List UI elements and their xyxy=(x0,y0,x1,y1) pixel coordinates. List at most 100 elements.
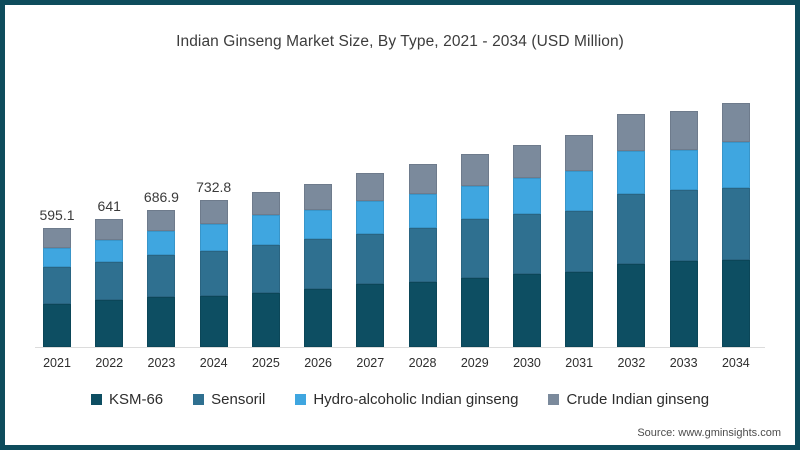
bar-segment xyxy=(617,151,646,195)
bar-segment xyxy=(721,103,750,143)
bar-segment xyxy=(356,233,385,285)
legend-label: Hydro-alcoholic Indian ginseng xyxy=(313,391,519,408)
bar-group-2028 xyxy=(408,163,437,347)
bar-segment xyxy=(199,200,228,224)
bar-value-label: 732.8 xyxy=(196,179,232,196)
x-tick-label: 2023 xyxy=(147,356,176,370)
bar-segment xyxy=(95,300,124,347)
bar-segment xyxy=(512,178,541,215)
bar-group-2033 xyxy=(669,110,698,347)
source-note: Source: www.gminsights.com xyxy=(637,427,781,439)
x-tick-label: 2022 xyxy=(95,356,124,370)
bar-segment xyxy=(617,194,646,264)
x-tick-label: 2034 xyxy=(721,356,750,370)
bar-segment xyxy=(43,228,71,249)
bar-group-2023: 686.9 xyxy=(144,189,179,347)
bar-segment xyxy=(147,296,176,347)
bar-segment xyxy=(617,113,646,152)
bar-segment xyxy=(408,163,437,195)
bar-segment xyxy=(304,209,333,240)
x-tick-label: 2031 xyxy=(565,356,594,370)
bar-segment xyxy=(669,261,698,347)
legend-swatch-icon xyxy=(548,394,560,405)
bar-segment xyxy=(356,172,385,202)
legend-swatch-icon xyxy=(193,394,205,405)
legend-swatch-icon xyxy=(295,394,307,405)
bar-segment xyxy=(460,154,489,186)
bar-segment xyxy=(199,295,228,347)
bar-segment xyxy=(199,250,228,296)
bar-segment xyxy=(304,239,333,290)
legend-swatch-icon xyxy=(90,394,102,405)
legend-label: Sensoril xyxy=(211,391,266,408)
bar-group-2025 xyxy=(251,192,280,347)
legend-label: KSM-66 xyxy=(108,391,164,408)
legend-item: Crude Indian ginseng xyxy=(548,391,709,408)
legend-item: Hydro-alcoholic Indian ginseng xyxy=(295,391,518,408)
x-axis-labels: 2021 2022 2023 2024 2025 2026 2027 2028 2029 2030… xyxy=(43,356,750,370)
bar-segment xyxy=(408,194,437,228)
bar-segment xyxy=(512,214,541,275)
bar-segment xyxy=(147,230,176,256)
x-tick-label: 2033 xyxy=(669,356,698,370)
bar-segment xyxy=(95,262,124,301)
bar-segment xyxy=(95,239,124,263)
chart-legend: KSM-66 Sensoril Hydro-alcoholic Indian gin… xyxy=(5,391,795,408)
bar-value-label: 595.1 xyxy=(39,207,75,224)
bar-segment xyxy=(565,135,594,172)
bar-segment xyxy=(721,142,750,188)
x-tick-label: 2032 xyxy=(617,356,646,370)
bar-group-2022: 641 xyxy=(95,198,124,347)
bar-segment xyxy=(669,190,698,261)
legend-item: KSM-66 xyxy=(90,391,164,408)
bar-group-2024: 732.8 xyxy=(196,179,231,347)
bar-value-label: 686.9 xyxy=(143,188,179,205)
x-tick-label: 2024 xyxy=(199,356,228,370)
bar-segment xyxy=(408,281,437,347)
x-tick-label: 2025 xyxy=(251,356,280,370)
bar-segment xyxy=(356,201,385,234)
bar-segment xyxy=(512,274,541,347)
bar-segment xyxy=(304,289,333,347)
x-tick-label: 2030 xyxy=(513,356,541,370)
x-axis-line xyxy=(35,347,765,348)
bar-segment xyxy=(356,284,385,347)
bar-segment xyxy=(251,192,280,215)
bar-group-2031 xyxy=(565,135,594,347)
bar-segment xyxy=(565,271,594,347)
x-tick-label: 2028 xyxy=(408,356,437,370)
bar-segment xyxy=(721,187,750,260)
bar-segment xyxy=(512,145,541,179)
bar-segment xyxy=(460,219,489,278)
bar-segment xyxy=(251,214,280,245)
bar-segment xyxy=(617,263,646,347)
legend-item: Sensoril xyxy=(193,391,265,408)
bar-group-2032 xyxy=(617,113,646,347)
bar-segment xyxy=(460,185,489,220)
x-tick-label: 2029 xyxy=(460,356,489,370)
bar-segment xyxy=(147,209,176,231)
bar-group-2029 xyxy=(460,154,489,347)
bar-segment xyxy=(43,248,71,268)
bar-segment xyxy=(251,244,280,293)
bar-group-2021: 595.1 xyxy=(39,207,75,347)
x-tick-label: 2027 xyxy=(356,356,385,370)
bar-group-2030 xyxy=(512,145,541,347)
bar-segment xyxy=(43,267,71,305)
bar-segment xyxy=(669,150,698,190)
bar-group-2026 xyxy=(304,183,333,347)
x-tick-label: 2021 xyxy=(43,356,71,370)
bar-segment xyxy=(251,292,280,347)
bar-group-2027 xyxy=(356,172,385,347)
bar-segment xyxy=(460,277,489,347)
chart-title: Indian Ginseng Market Size, By Type, 202… xyxy=(176,33,624,50)
bar-segment xyxy=(199,223,228,251)
bar-segment xyxy=(304,183,333,210)
bar-segment xyxy=(408,227,437,282)
bar-segment xyxy=(565,171,594,212)
bar-value-label: 641 xyxy=(97,197,121,214)
bar-segment xyxy=(669,110,698,150)
x-tick-label: 2026 xyxy=(304,356,332,370)
bar-segment xyxy=(43,304,71,347)
